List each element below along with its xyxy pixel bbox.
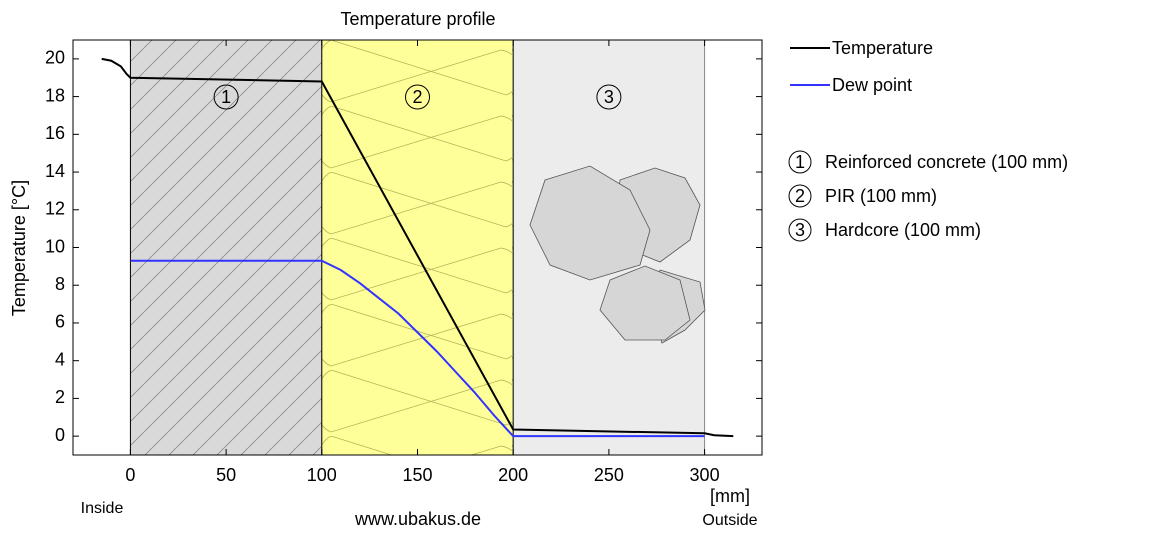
layer-badge-label: 2 — [412, 87, 422, 107]
legend-badge-label: 1 — [795, 152, 805, 172]
x-tick-label: 0 — [125, 465, 135, 485]
y-tick-label: 14 — [45, 161, 65, 181]
legend-layer-name: Reinforced concrete (100 mm) — [825, 152, 1068, 172]
y-tick-label: 18 — [45, 85, 65, 105]
layer-badge — [596, 84, 622, 110]
outside-note: Outside — [702, 512, 757, 529]
y-axis-label: Temperature [°C] — [9, 180, 29, 316]
layer-badge-label: 1 — [221, 87, 231, 107]
y-tick-label: 2 — [55, 387, 65, 407]
series-line — [130, 259, 705, 438]
x-tick-label: 100 — [307, 465, 337, 485]
legend-label: Temperature — [832, 38, 933, 58]
footer: www.ubakus.de — [354, 509, 481, 529]
y-tick-label: 20 — [45, 48, 65, 68]
x-tick-label: 200 — [498, 465, 528, 485]
x-tick-label: 50 — [216, 465, 236, 485]
layer-badge — [405, 84, 430, 110]
legend-badge — [788, 218, 812, 242]
x-tick-label: 300 — [690, 465, 720, 485]
y-tick-label: 10 — [45, 236, 65, 256]
series-line — [101, 57, 734, 438]
legend-badge — [788, 184, 812, 208]
inside-note: Inside — [81, 500, 124, 517]
legend-badge-label: 2 — [795, 186, 805, 206]
layer-badge-label: 3 — [604, 87, 614, 107]
legend-label: Dew point — [832, 75, 912, 95]
layer-badge — [213, 84, 239, 110]
y-tick-label: 4 — [55, 349, 65, 369]
legend-badge — [788, 150, 812, 174]
y-tick-label: 16 — [45, 123, 65, 143]
x-unit: [mm] — [710, 486, 750, 506]
x-tick-label: 150 — [402, 465, 432, 485]
x-tick-label: 250 — [594, 465, 624, 485]
stones — [529, 165, 706, 344]
y-tick-label: 8 — [55, 274, 65, 294]
legend-badge-label: 3 — [795, 220, 805, 240]
legend-layer-name: Hardcore (100 mm) — [825, 220, 981, 240]
y-tick-label: 12 — [45, 199, 65, 219]
chart-title: Temperature profile — [340, 9, 495, 29]
legend-layer-name: PIR (100 mm) — [825, 186, 937, 206]
y-tick-label: 6 — [55, 312, 65, 332]
y-tick-label: 0 — [55, 425, 65, 445]
